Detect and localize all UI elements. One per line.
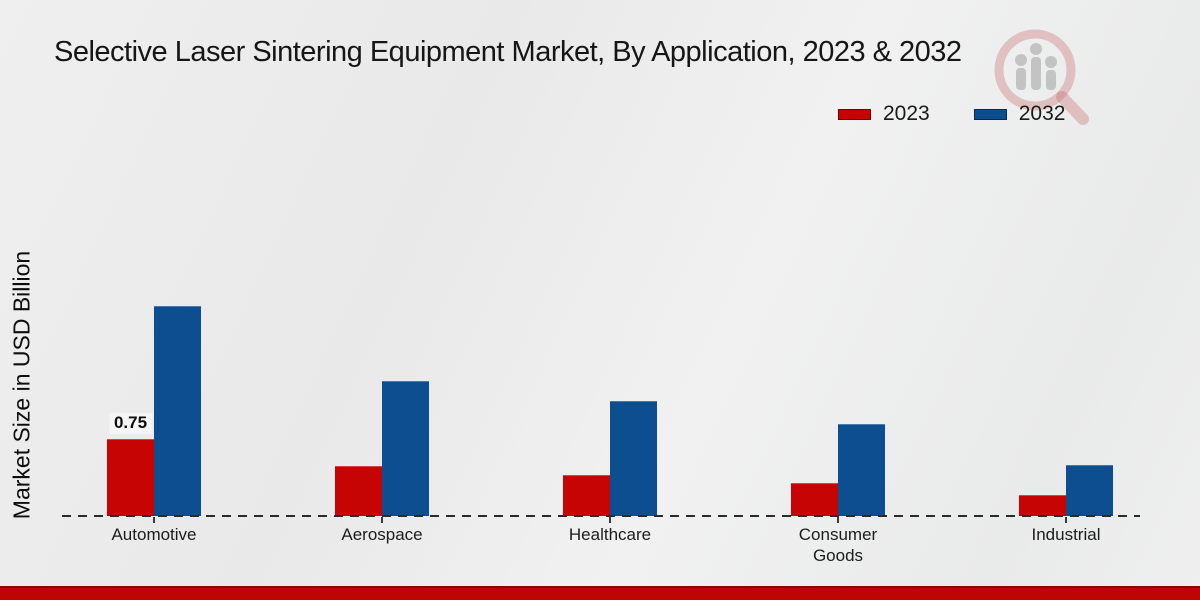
magnifier-bar-chart-watermark-icon xyxy=(994,29,1089,125)
bar-value-label: 0.75 xyxy=(108,413,153,434)
bar-2032-healthcare xyxy=(610,401,657,516)
legend-item-2032: 2032 xyxy=(973,102,1066,126)
legend-swatch-2023 xyxy=(838,108,871,120)
category-label-aerospace: Aerospace xyxy=(341,525,423,544)
legend-label: 2023 xyxy=(883,102,930,125)
x-axis-tick xyxy=(153,517,155,523)
category-label-consumer-goods: Consumer Goods xyxy=(798,525,878,566)
x-axis-tick xyxy=(381,517,383,523)
x-axis-tick xyxy=(609,517,611,523)
bar-2032-aerospace xyxy=(382,381,429,516)
category-label-healthcare: Healthcare xyxy=(568,525,652,544)
legend-swatch-2032 xyxy=(973,108,1007,120)
x-axis-tick xyxy=(1065,517,1067,523)
legend-label: 2032 xyxy=(1018,102,1066,125)
bar-2023-automotive xyxy=(107,439,154,516)
x-axis-tick xyxy=(837,517,839,523)
category-label-industrial: Industrial xyxy=(1031,525,1101,544)
legend-item-2023: 2023 xyxy=(838,102,930,126)
bar-2032-automotive xyxy=(154,306,201,516)
legend: 2023 2032 xyxy=(838,102,1065,126)
bar-2023-healthcare xyxy=(563,475,610,516)
footer-accent-bar xyxy=(0,586,1200,600)
x-axis-baseline xyxy=(62,515,1140,517)
bar-2023-aerospace xyxy=(335,466,382,516)
bar-2023-industrial xyxy=(1019,495,1066,516)
category-label-automotive: Automotive xyxy=(111,525,197,544)
y-axis-label: Market Size in USD Billion xyxy=(8,250,35,520)
chart-title: Selective Laser Sintering Equipment Mark… xyxy=(54,36,962,68)
bar-2032-industrial xyxy=(1066,465,1113,516)
bar-2032-consumer-goods xyxy=(838,424,885,516)
bar-2023-consumer-goods xyxy=(791,483,838,516)
